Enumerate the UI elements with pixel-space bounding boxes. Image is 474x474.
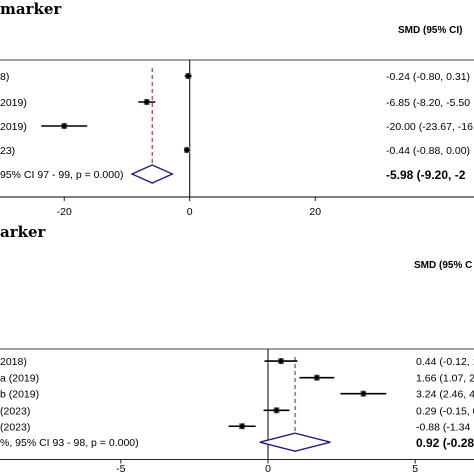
study-smd-value: -0.44 (-0.88, 0.00) [386,145,470,157]
x-tick-label: 0 [265,463,271,474]
smd-column-header: SMD (95% CI) [398,25,462,36]
x-tick-label: 5 [412,463,418,474]
study-label: 23) [0,145,15,157]
study-label: 8) [0,71,9,83]
study-point-estimate [185,72,192,80]
overall-diamond [130,164,175,184]
study-smd-value: -0.88 (-1.34 [416,421,470,433]
panel-title: marker [0,0,62,18]
study-label: b (2019) [0,389,39,401]
study-smd-value: -6.85 (-8.20, -5.50 [386,97,470,109]
study-point-estimate [238,423,246,430]
overall-diamond [259,432,331,452]
x-tick-label: -5 [116,463,125,474]
study-label: (2023) [0,421,30,433]
overall-smd-value: -5.98 (-9.20, -2 [386,168,466,182]
study-smd-value: 3.24 (2.46, 4 [416,389,474,401]
study-smd-value: -20.00 (-23.67, -16 [386,121,473,133]
study-point-estimate [183,146,191,154]
x-tick-label: 20 [309,206,321,218]
x-tick-label: 0 [187,206,193,218]
study-label: 2018) [0,356,27,368]
study-smd-value: 1.66 (1.07, 2 [416,373,474,385]
study-point-estimate [143,98,150,106]
study-smd-value: 0.29 (-0.15, 0 [416,405,474,417]
study-point-estimate [277,357,285,365]
overall-label: 95% CI 97 - 99, p = 0.000) [0,169,123,181]
study-point-estimate [313,374,321,381]
smd-column-header: SMD (95% C [414,260,472,271]
overall-smd-value: 0.92 (-0.28 [416,436,474,450]
panel-title: arker [0,223,47,241]
study-point-estimate [360,390,367,397]
study-label: a (2019) [0,373,39,385]
study-smd-value: -0.24 (-0.80, 0.31) [386,71,470,83]
study-point-estimate [61,122,68,130]
study-label: 2019) [0,97,27,109]
study-smd-value: 0.44 (-0.12, 1 [416,356,474,368]
x-tick-label: -20 [57,206,72,218]
study-label: 2019) [0,121,27,133]
study-label: (2023) [0,405,30,417]
study-point-estimate [273,407,280,414]
overall-label: %, 95% CI 93 - 98, p = 0.000) [0,437,139,449]
